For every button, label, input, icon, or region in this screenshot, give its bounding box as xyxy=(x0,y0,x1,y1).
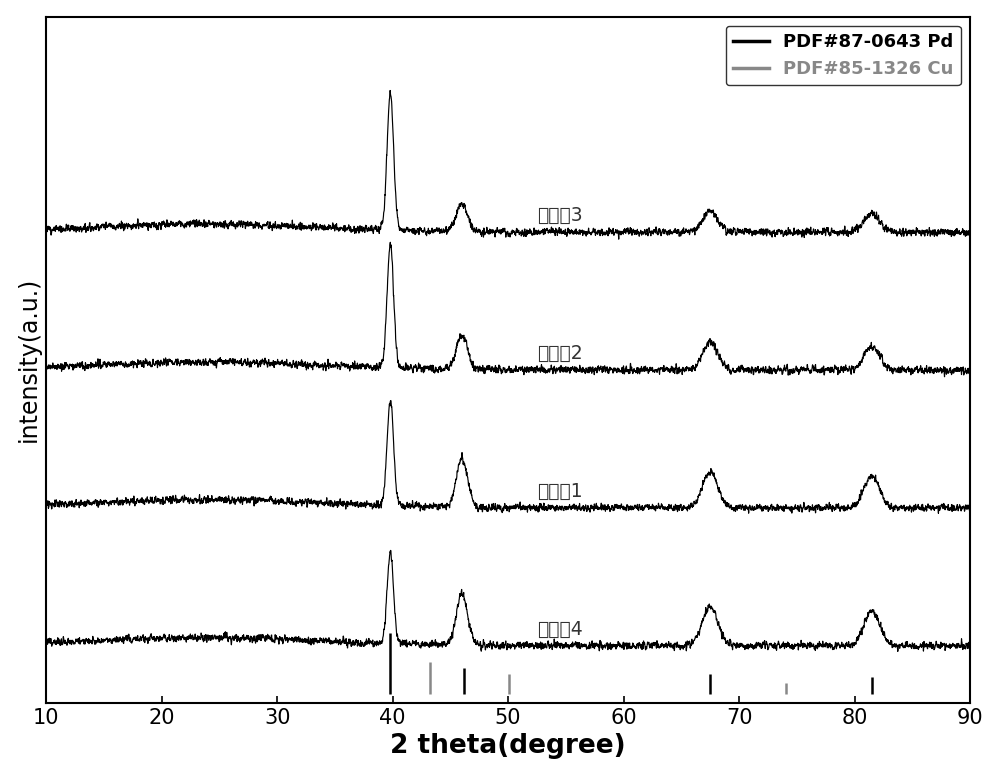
Text: 实施外2: 实施外2 xyxy=(537,345,583,363)
Y-axis label: intensity(a.u.): intensity(a.u.) xyxy=(17,277,41,442)
Text: 实施外3: 实施外3 xyxy=(537,206,583,225)
Text: 实施外4: 实施外4 xyxy=(537,620,583,639)
Text: 实施外1: 实施外1 xyxy=(537,482,583,501)
Legend: PDF#87-0643 Pd, PDF#85-1326 Cu: PDF#87-0643 Pd, PDF#85-1326 Cu xyxy=(726,26,961,85)
X-axis label: 2 theta(degree): 2 theta(degree) xyxy=(390,733,626,760)
